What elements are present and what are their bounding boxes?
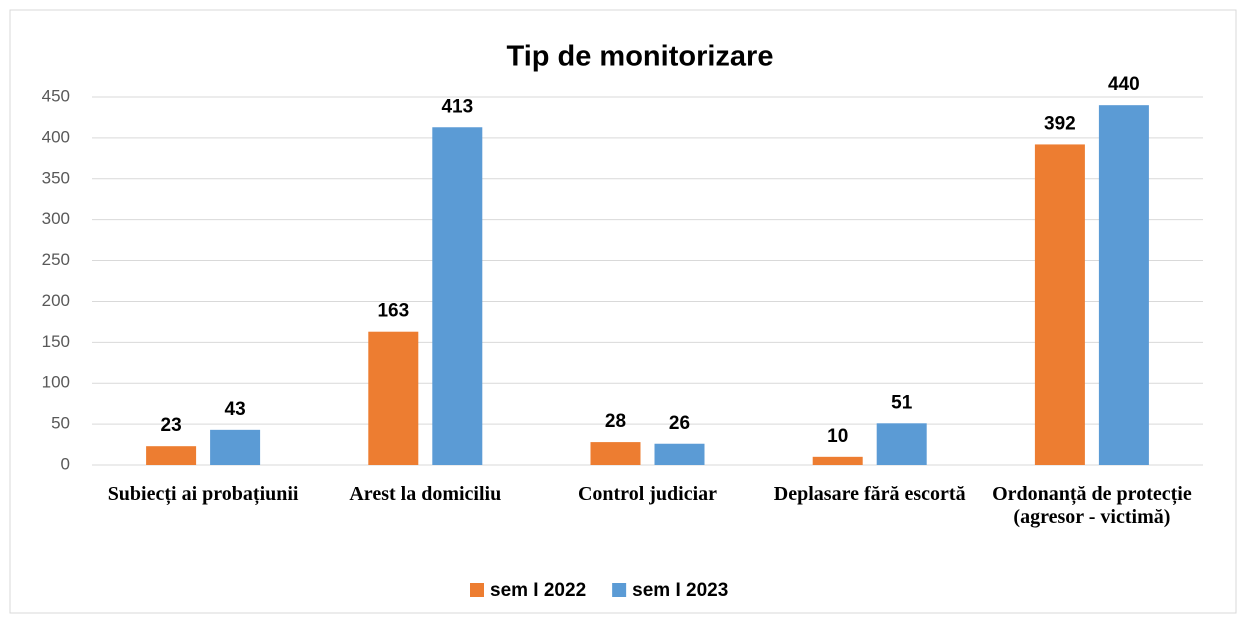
bar (210, 429, 261, 465)
data-label: 163 (377, 301, 409, 322)
data-label: 26 (669, 413, 690, 434)
x-tick-label: Ordonanță de protecție (agresor - victimă… (992, 483, 1192, 528)
chart-title: Tip de monitorizare (507, 41, 774, 73)
y-tick-label: 250 (42, 250, 70, 269)
data-label: 413 (441, 96, 473, 117)
bar (1098, 105, 1149, 465)
bar (146, 446, 197, 465)
x-tick-label: Arest la domiciliu (349, 483, 501, 505)
bar (432, 127, 483, 465)
data-label: 392 (1044, 113, 1076, 134)
y-tick-label: 350 (42, 168, 70, 187)
y-tick-label: 100 (42, 373, 70, 392)
legend-label: sem I 2022 (490, 580, 586, 601)
data-label: 23 (161, 415, 182, 436)
chart-border (9, 9, 1237, 614)
data-label: 10 (827, 426, 848, 447)
x-tick-label: Subiecți ai probațiunii (108, 483, 299, 506)
bar (1034, 144, 1085, 466)
bar (812, 456, 863, 465)
x-tick-label: Deplasare fără escortă (774, 483, 966, 505)
y-tick-label: 0 (61, 454, 70, 473)
data-label: 51 (891, 392, 913, 413)
y-tick-label: 450 (42, 86, 70, 105)
data-label: 28 (605, 411, 626, 432)
bar (654, 443, 705, 465)
y-tick-label: 400 (42, 127, 70, 146)
legend-swatch (470, 583, 484, 597)
data-label: 43 (225, 399, 246, 420)
y-tick-label: 150 (42, 332, 70, 351)
data-label: 440 (1108, 74, 1140, 95)
bar (876, 423, 927, 465)
x-tick-label: Control judiciar (578, 483, 717, 505)
y-tick-label: 200 (42, 291, 70, 310)
bar (590, 442, 641, 465)
y-tick-label: 300 (42, 209, 70, 228)
bar (368, 331, 419, 465)
legend-label: sem I 2023 (632, 580, 728, 601)
y-tick-label: 50 (51, 414, 70, 433)
legend-swatch (612, 583, 627, 597)
